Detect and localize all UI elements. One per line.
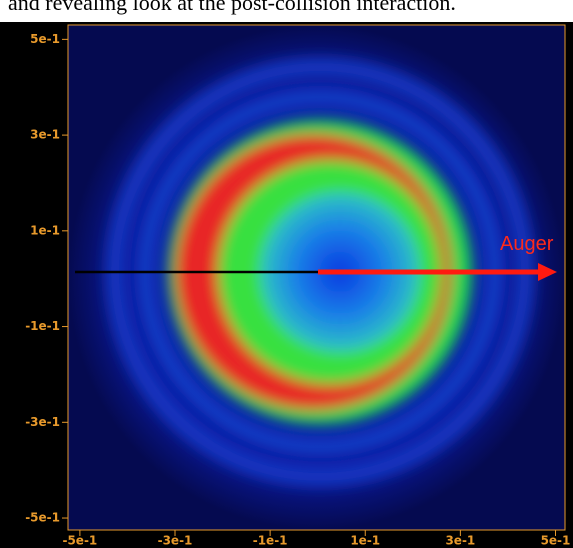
y-tick-label: -5e-1 [25, 511, 60, 525]
annotation: Auger [500, 233, 554, 255]
detector-image [68, 25, 565, 530]
x-tick-label: 1e-1 [350, 534, 380, 548]
x-tick-label: -3e-1 [158, 534, 193, 548]
x-tick-label: -5e-1 [62, 534, 97, 548]
caption: and revealing look at the post-collision… [8, 0, 456, 15]
x-tick-label: -1e-1 [253, 534, 288, 548]
y-tick-label: 5e-1 [30, 32, 60, 46]
x-tick-label: 3e-1 [445, 534, 475, 548]
y-tick-label: -3e-1 [25, 415, 60, 429]
figure: and revealing look at the post-collision… [0, 0, 573, 548]
x-tick-label: 5e-1 [541, 534, 571, 548]
y-tick-label: 3e-1 [30, 128, 60, 142]
y-tick-label: 1e-1 [30, 223, 60, 237]
y-tick-label: -1e-1 [25, 319, 60, 333]
